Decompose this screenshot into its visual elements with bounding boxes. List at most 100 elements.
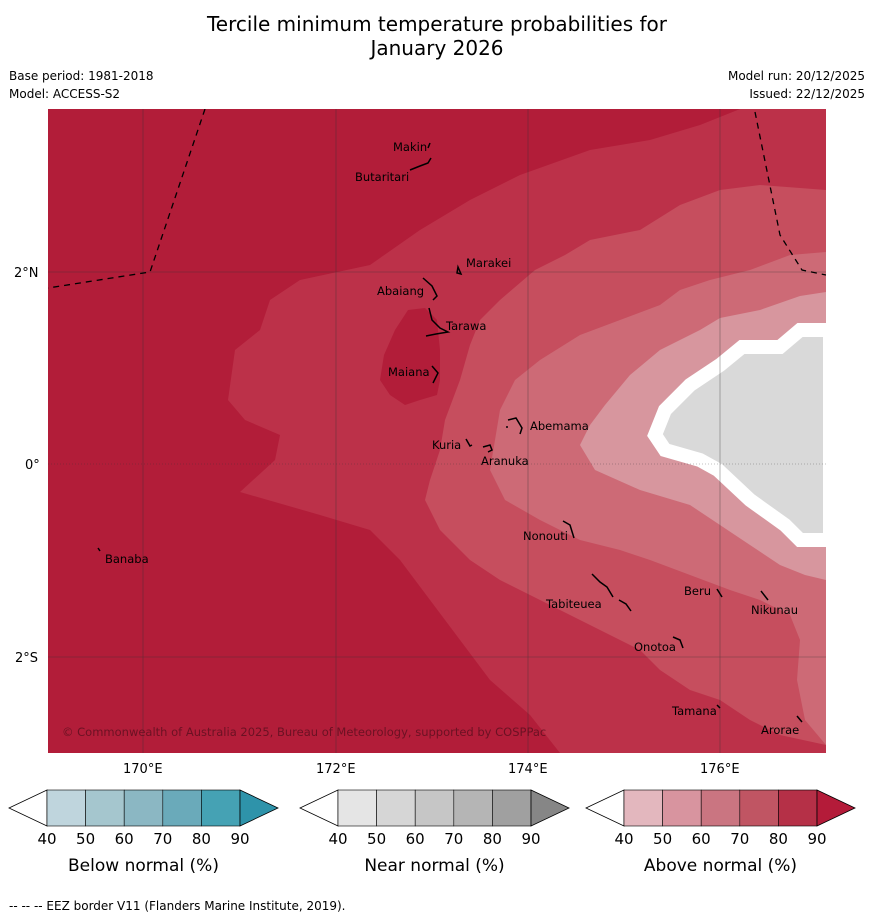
label-onotoa: Onotoa bbox=[634, 640, 676, 654]
island-maiana bbox=[431, 365, 439, 384]
legend-tick: 50 bbox=[76, 830, 95, 848]
label-nikunau: Nikunau bbox=[751, 603, 798, 617]
model-name: Model: ACCESS-S2 bbox=[9, 87, 121, 101]
legend-swatch bbox=[492, 789, 532, 827]
legend-arrow-low bbox=[585, 789, 625, 827]
zone-near-50 bbox=[647, 323, 826, 547]
legend-swatch bbox=[337, 789, 377, 827]
legend-arrow-high bbox=[530, 789, 570, 827]
label-marakei: Marakei bbox=[466, 256, 511, 270]
legend-swatch bbox=[700, 789, 741, 827]
legend-swatch bbox=[662, 789, 702, 827]
legend-swatch bbox=[162, 789, 202, 827]
legend-label: Above normal (%) bbox=[644, 856, 797, 876]
legend-tick: 40 bbox=[37, 830, 56, 848]
label-abemama: Abemama bbox=[530, 419, 589, 433]
island-tarawa bbox=[425, 307, 451, 337]
legend-tick: 40 bbox=[614, 830, 633, 848]
place-labels: Makin Butaritari Marakei Abaiang Tarawa … bbox=[105, 140, 799, 737]
legend-swatch bbox=[623, 789, 663, 827]
legend-swatch bbox=[85, 789, 125, 827]
meta-left: Base period: 1981-2018 Model: ACCESS-S2 bbox=[9, 67, 154, 103]
island-banaba bbox=[97, 547, 101, 552]
legend-tick: 80 bbox=[192, 830, 211, 848]
island-tabiteuea bbox=[591, 573, 632, 612]
legend-tick: 90 bbox=[807, 830, 826, 848]
islands bbox=[97, 142, 803, 723]
legends: 40 50 60 70 80 90 Below normal (%) 40 50 60 70 80 90… bbox=[8, 789, 856, 876]
label-maiana: Maiana bbox=[388, 365, 430, 379]
legend-arrow-high bbox=[816, 789, 856, 827]
island-butaritari bbox=[409, 157, 432, 171]
label-beru: Beru bbox=[684, 584, 711, 598]
island-aranuka bbox=[482, 444, 493, 453]
legend-tick: 60 bbox=[692, 830, 711, 848]
legend-swatch bbox=[778, 789, 818, 827]
legend-tick: 40 bbox=[328, 830, 347, 848]
legend-tick: 80 bbox=[483, 830, 502, 848]
legend-tick: 70 bbox=[730, 830, 749, 848]
footer-note: -- -- -- EEZ border V11 (Flanders Marine… bbox=[9, 899, 346, 913]
lat-label-2s: 2°S bbox=[15, 651, 38, 666]
legend-tick: 60 bbox=[406, 830, 425, 848]
label-tarawa: Tarawa bbox=[445, 319, 486, 333]
label-aranuka: Aranuka bbox=[481, 454, 529, 468]
lon-label-176: 176°E bbox=[700, 762, 740, 777]
graticule bbox=[48, 109, 826, 753]
zone-above-90-island bbox=[380, 308, 440, 405]
label-banaba: Banaba bbox=[105, 552, 149, 566]
legend-swatch bbox=[414, 789, 455, 827]
label-tabiteuea: Tabiteuea bbox=[545, 597, 602, 611]
title-line-2: January 2026 bbox=[370, 36, 504, 60]
legend-tick: 70 bbox=[444, 830, 463, 848]
lon-label-174: 174°E bbox=[508, 762, 548, 777]
legend-tick: 50 bbox=[367, 830, 386, 848]
legend-swatch bbox=[123, 789, 164, 827]
label-butaritari: Butaritari bbox=[355, 170, 409, 184]
legend-tick: 60 bbox=[115, 830, 134, 848]
island-nonouti bbox=[562, 520, 575, 539]
legend-swatch bbox=[739, 789, 779, 827]
legend-swatch bbox=[201, 789, 241, 827]
map-area: Makin Butaritari Marakei Abaiang Tarawa … bbox=[48, 109, 826, 753]
legend-tick: 80 bbox=[769, 830, 788, 848]
chart-title: Tercile minimum temperature probabilitie… bbox=[0, 12, 873, 60]
meta-right: Model run: 20/12/2025 Issued: 22/12/2025 bbox=[728, 67, 865, 103]
island-tamana bbox=[716, 704, 721, 709]
legend-tick: 90 bbox=[230, 830, 249, 848]
legend-3: 40 50 60 70 80 90 Above normal (%) bbox=[585, 789, 856, 876]
title-line-1: Tercile minimum temperature probabilitie… bbox=[206, 12, 668, 36]
copyright-text: © Commonwealth of Australia 2025, Bureau… bbox=[62, 725, 546, 739]
legend-2: 40 50 60 70 80 90 Near normal (%) bbox=[299, 789, 570, 876]
legend-label: Below normal (%) bbox=[68, 856, 219, 876]
legend-tick: 50 bbox=[653, 830, 672, 848]
legend-swatch bbox=[376, 789, 416, 827]
eez-border bbox=[48, 109, 826, 289]
legend-tick: 70 bbox=[153, 830, 172, 848]
legend-swatch bbox=[46, 789, 86, 827]
legend-arrow-low bbox=[8, 789, 48, 827]
legend-swatch bbox=[453, 789, 493, 827]
island-marakei bbox=[456, 264, 463, 276]
lon-label-170: 170°E bbox=[123, 762, 163, 777]
legend-arrow-high bbox=[239, 789, 279, 827]
issued-date: Issued: 22/12/2025 bbox=[749, 87, 865, 101]
lat-label-0: 0° bbox=[25, 458, 40, 473]
label-nonouti: Nonouti bbox=[523, 529, 568, 543]
base-period: Base period: 1981-2018 bbox=[9, 69, 154, 83]
island-abemama bbox=[506, 417, 523, 435]
label-makin: Makin bbox=[393, 140, 427, 154]
island-kuria bbox=[465, 438, 473, 447]
legend-arrow-low bbox=[299, 789, 339, 827]
label-tamana: Tamana bbox=[671, 704, 717, 718]
island-nikunau bbox=[760, 590, 769, 601]
label-arorae: Arorae bbox=[761, 723, 799, 737]
island-onotoa bbox=[672, 636, 684, 649]
legend-label: Near normal (%) bbox=[364, 856, 504, 876]
island-abaiang bbox=[422, 277, 438, 301]
label-abaiang: Abaiang bbox=[377, 284, 424, 298]
island-beru bbox=[716, 588, 723, 598]
legend-1: 40 50 60 70 80 90 Below normal (%) bbox=[8, 789, 279, 876]
model-run: Model run: 20/12/2025 bbox=[727, 69, 865, 83]
